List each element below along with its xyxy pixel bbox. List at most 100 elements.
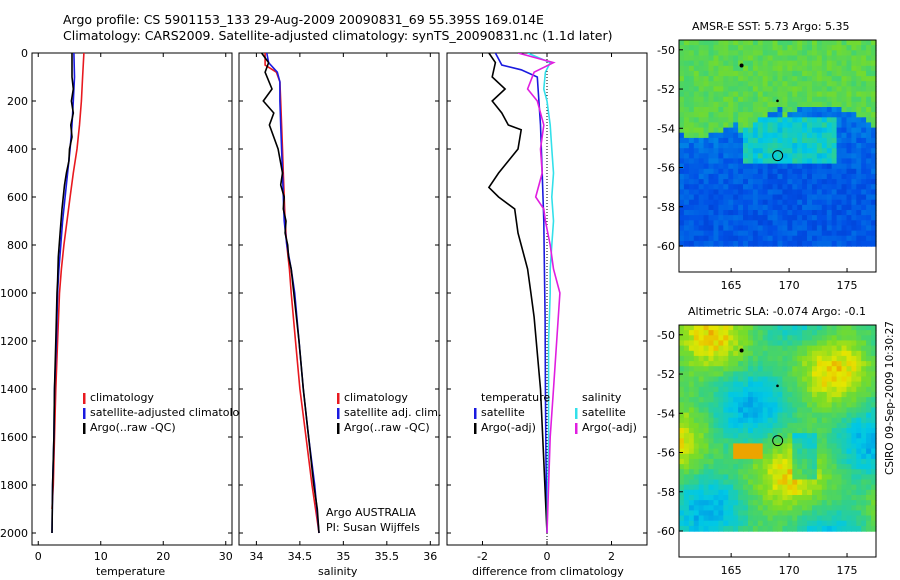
map-cell	[787, 407, 793, 414]
map-cell	[851, 391, 857, 398]
map-cell	[772, 112, 779, 118]
map-cell	[698, 163, 705, 170]
map-cell	[752, 215, 759, 221]
map-cell	[846, 495, 852, 501]
map-cell	[703, 122, 710, 129]
map-cell	[679, 45, 685, 51]
map-cell	[861, 433, 867, 439]
map-cell	[792, 96, 798, 103]
map-cell	[762, 525, 769, 532]
map-cell	[866, 345, 872, 352]
map-cell	[846, 112, 852, 118]
map-cell	[782, 220, 788, 227]
map-cell	[826, 417, 833, 424]
map-cell	[708, 199, 714, 206]
map-cell	[826, 70, 833, 77]
map-cell	[821, 127, 828, 134]
map-cell	[812, 495, 818, 501]
map-cell	[821, 240, 828, 247]
map-cell	[748, 402, 754, 409]
map-cell	[807, 520, 813, 527]
map-cell	[757, 168, 764, 175]
map-cell	[787, 417, 793, 424]
map-cell	[762, 381, 769, 388]
map-cell	[816, 412, 823, 419]
map-cell	[683, 422, 690, 429]
map-cell	[802, 402, 808, 409]
map-cell	[728, 215, 734, 221]
map-cell	[826, 453, 833, 460]
map-cell	[748, 510, 754, 517]
map-cell	[713, 148, 719, 154]
map-cell	[841, 107, 847, 113]
map-cell	[723, 340, 729, 347]
map-cell	[757, 479, 764, 486]
map-cell	[772, 489, 779, 496]
map-cell	[693, 230, 700, 237]
map-cell	[787, 45, 793, 51]
map-cell	[693, 520, 700, 527]
map-cell	[718, 412, 724, 419]
map-cell	[688, 412, 695, 419]
map-cell	[836, 433, 843, 439]
map-cell	[792, 204, 798, 211]
map-cell	[836, 422, 843, 429]
map-cell	[802, 158, 808, 165]
map-cell	[816, 158, 823, 165]
map-cell	[812, 91, 818, 98]
map-cell	[807, 65, 813, 72]
map-cell	[728, 132, 734, 139]
map-cell	[698, 55, 705, 62]
map-cell	[861, 366, 867, 372]
map-cell	[787, 464, 793, 470]
map-cell	[856, 168, 862, 175]
map-cell	[679, 220, 685, 227]
map-cell	[831, 495, 838, 501]
map-cell	[841, 371, 847, 378]
map-cell	[698, 438, 705, 445]
map-cell	[856, 474, 862, 481]
map-cell	[871, 70, 877, 77]
map-cell	[777, 391, 783, 398]
map-cell	[703, 163, 710, 170]
map-cell	[723, 55, 729, 62]
map-cell	[767, 325, 774, 331]
map-cell	[816, 361, 823, 367]
map-cell	[767, 168, 774, 175]
map-cell	[807, 117, 813, 124]
map-cell	[757, 458, 764, 465]
map-cell	[713, 163, 719, 170]
map-cell	[836, 515, 843, 522]
map-cell	[792, 433, 798, 439]
map-cell	[767, 397, 774, 403]
map-cell	[777, 422, 783, 429]
map-x-tick-label: 170	[779, 279, 800, 292]
map-cell	[693, 163, 700, 170]
header-line-2: Climatology: CARS2009. Satellite-adjuste…	[63, 28, 613, 43]
map-cell	[851, 204, 857, 211]
map-cell	[871, 448, 877, 455]
map-cell	[871, 386, 877, 393]
map-cell	[713, 50, 719, 57]
map-cell	[802, 335, 808, 342]
map-cell	[757, 515, 764, 522]
map-cell	[733, 173, 739, 180]
map-cell	[757, 194, 764, 201]
map-cell	[728, 397, 734, 403]
map-cell	[728, 402, 734, 409]
map-cell	[752, 40, 759, 46]
map-cell	[708, 381, 714, 388]
map-cell	[757, 199, 764, 206]
map-cell	[802, 107, 808, 113]
map-cell	[821, 474, 828, 481]
map-cell	[807, 143, 813, 149]
map-cell	[772, 220, 779, 227]
map-cell	[802, 179, 808, 185]
map-cell	[792, 173, 798, 180]
map-cell	[856, 453, 862, 460]
map-cell	[748, 386, 754, 393]
map-cell	[703, 489, 710, 496]
map-cell	[683, 381, 690, 388]
map-cell	[816, 91, 823, 98]
map-cell	[713, 464, 719, 470]
